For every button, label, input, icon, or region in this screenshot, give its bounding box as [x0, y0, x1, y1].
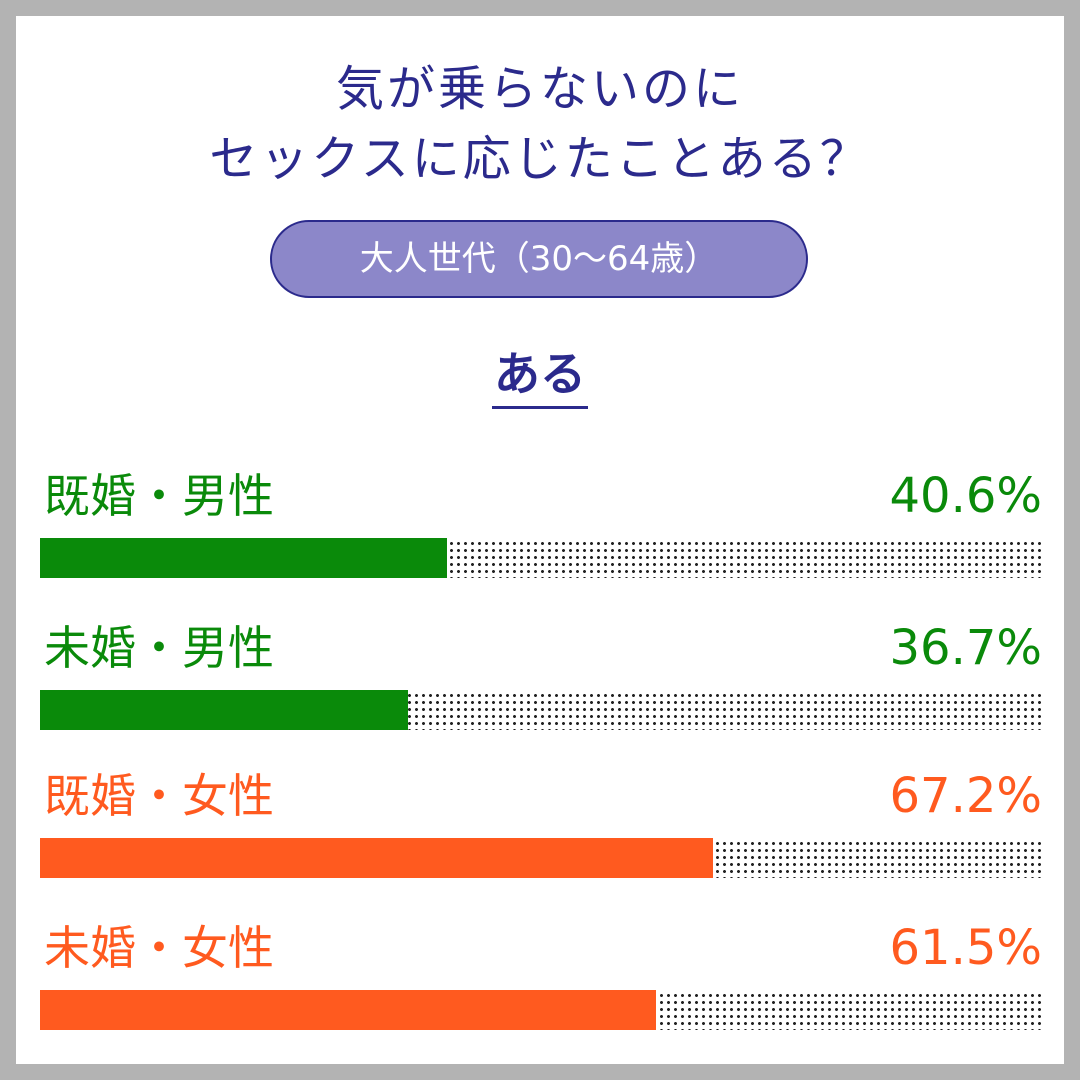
bar-fill — [40, 690, 408, 730]
bar-track — [40, 990, 1042, 1030]
bar-fill — [40, 838, 713, 878]
chart-title-line-1: 気が乗らないのに — [335, 61, 744, 117]
bar-category-label: 未婚・男性 — [44, 621, 274, 675]
answer-heading: ある — [492, 346, 588, 409]
bar-fill — [40, 538, 447, 578]
bar-category-label: 未婚・女性 — [44, 921, 274, 975]
bar-value-label: 67.2% — [889, 768, 1042, 824]
bar-value-label: 36.7% — [889, 620, 1042, 676]
chart-title-line-2: セックスに応じたことある？ — [209, 131, 871, 187]
chart-title: 気が乗らないのに セックスに応じたことある？ — [16, 54, 1064, 194]
bar-fill — [40, 990, 656, 1030]
bar-track — [40, 690, 1042, 730]
bar-value-label: 61.5% — [889, 920, 1042, 976]
bar-track — [40, 538, 1042, 578]
age-group-badge: 大人世代（30〜64歳） — [270, 220, 808, 298]
chart-canvas: 気が乗らないのに セックスに応じたことある？ 大人世代（30〜64歳） ある 既… — [16, 16, 1064, 1064]
bar-category-label: 既婚・男性 — [44, 469, 274, 523]
answer-heading-wrapper: ある — [16, 346, 1064, 409]
bar-track — [40, 838, 1042, 878]
bar-category-label: 既婚・女性 — [44, 769, 274, 823]
bar-value-label: 40.6% — [889, 468, 1042, 524]
